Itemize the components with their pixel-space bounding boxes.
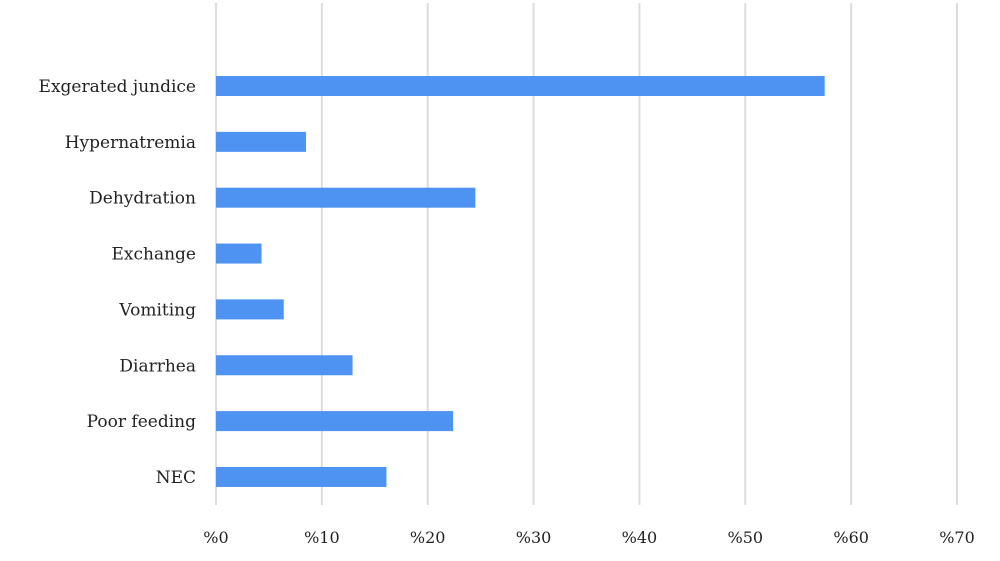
x-tick-label: %0 xyxy=(203,528,228,547)
bar xyxy=(216,76,825,96)
x-tick-label: %20 xyxy=(410,528,446,547)
bar xyxy=(216,466,387,487)
bar xyxy=(216,411,454,432)
x-tick-label: %70 xyxy=(939,528,975,547)
category-label: NEC xyxy=(156,468,196,488)
x-tick-label: %30 xyxy=(516,528,552,547)
bar xyxy=(216,187,476,208)
category-label: Vomiting xyxy=(118,300,196,320)
x-tick-label: %40 xyxy=(622,528,658,547)
bar-layer xyxy=(216,76,825,487)
x-tick-label: %10 xyxy=(304,528,340,547)
bar xyxy=(216,355,353,376)
category-label: Dehydration xyxy=(89,189,196,209)
category-label: Exchange xyxy=(112,245,197,265)
x-tick-label: %50 xyxy=(728,528,764,547)
category-label: Hypernatremia xyxy=(65,133,196,153)
category-label: Exgerated jundice xyxy=(39,77,196,97)
category-label-layer: Exgerated jundice Hypernatremia Dehydratio… xyxy=(39,77,197,488)
x-tick-label: %60 xyxy=(833,528,869,547)
bar xyxy=(216,131,306,152)
tick-label-layer: %0 %10 %20 %30 %40 %50 %60 %70 xyxy=(203,528,974,547)
category-label: Poor feeding xyxy=(87,412,196,432)
bar xyxy=(216,243,262,264)
category-label: Diarrhea xyxy=(119,356,196,376)
bar xyxy=(216,299,284,320)
